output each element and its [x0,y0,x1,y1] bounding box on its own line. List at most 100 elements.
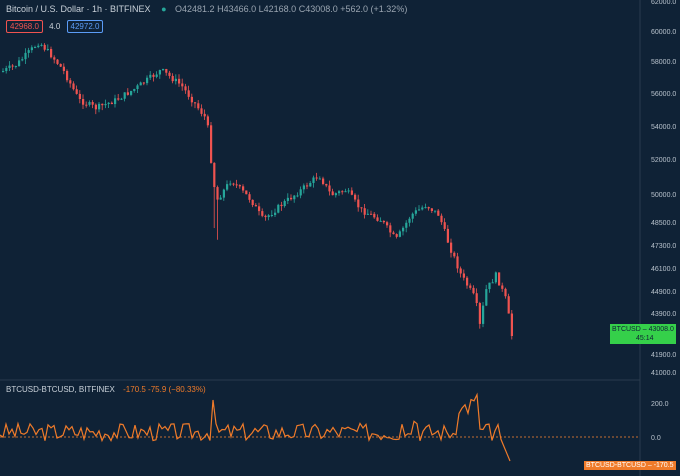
candle-body [162,68,165,71]
countdown-timer: 45:14 [636,335,654,342]
candle-body [133,89,136,91]
candle-body [504,288,507,297]
candle-body [485,289,488,306]
candle-body [155,74,158,77]
candle-body [66,70,69,81]
candle-body [126,92,129,95]
sell-price-button[interactable]: 42968.0 [6,20,43,33]
candle-body [245,190,248,195]
candle-body [136,85,139,90]
price-axis-label: 46100.0 [651,266,676,273]
candle-body [434,210,437,212]
candle-body [88,102,91,105]
order-panel: 42968.0 4.0 42972.0 [6,20,107,33]
candle-body [238,185,241,187]
candle-body [2,71,5,73]
candle-body [130,90,133,95]
candle-body [34,47,37,49]
indicator-value-tag: BTCUSD-BTCUSD – -170.5 [584,461,676,470]
candle-body [437,210,440,216]
candle-body [120,98,123,100]
candle-body [194,102,197,104]
price-axis-label: 62000.0 [651,0,676,6]
candle-body [40,44,43,46]
candle-body [424,207,427,209]
candle-body [312,177,315,183]
indicator-title[interactable]: BTCUSD-BTCUSD, BITFINEX [6,385,115,394]
indicator-axis-label: 200.0 [651,401,669,408]
candle-body [152,74,155,77]
candle-body [56,59,59,64]
candle-body [62,66,65,71]
candle-body [123,92,126,99]
ohlc-change: +562.0 (+1.32%) [340,4,408,14]
candle-body [261,211,264,216]
candle-body [370,213,373,215]
candle-body [248,194,251,200]
price-axis: 62000.0 60000.0 58000.0 56000.0 54000.0 52000… [651,0,676,377]
candle-body [50,49,53,58]
candle-body [219,197,222,200]
candle-body [171,75,174,82]
order-quantity[interactable]: 4.0 [49,22,61,31]
candle-body [482,305,485,324]
candle-body [382,220,385,223]
candle-body [43,44,46,50]
buy-price-button[interactable]: 42972.0 [66,20,104,33]
candle-body [139,82,142,86]
candle-body [309,182,312,187]
candle-body [8,65,11,69]
candlestick-series [2,43,513,340]
candle-body [501,285,504,289]
price-axis-label: 54000.0 [651,124,676,131]
candle-body [213,162,216,188]
candle-body [149,74,152,78]
candle-body [197,103,200,109]
indicator-line [0,392,511,462]
candle-body [290,197,293,200]
candle-body [27,50,30,53]
candle-body [184,86,187,91]
candle-body [251,199,254,206]
last-price-tag: BTCUSD – 43008.0 45:14 [610,324,676,344]
candle-body [350,190,353,195]
candle-body [14,66,17,68]
price-axis-label: 56000.0 [651,91,676,98]
candle-body [331,191,334,196]
candle-body [216,187,219,200]
candle-body [5,68,8,72]
candle-body [53,57,56,60]
price-axis-label: 43900.0 [651,311,676,318]
symbol-title[interactable]: Bitcoin / U.S. Dollar · 1h · BITFINEX [6,4,151,14]
indicator-axis-label: 0.0 [651,435,661,442]
candle-body [494,272,497,283]
candle-body [510,313,513,337]
candle-body [11,65,14,67]
candle-body [85,104,88,106]
candle-body [366,213,369,215]
candle-body [158,70,161,75]
indicator-axis: 200.0 0.0 [651,401,669,442]
candle-body [389,225,392,233]
candle-body [472,287,475,294]
candle-body [117,98,120,100]
candle-body [59,63,62,67]
candle-body [347,190,350,192]
candle-body [165,68,168,73]
candle-body [267,215,270,218]
candle-body [302,185,305,190]
candle-body [328,185,331,192]
candle-body [322,178,325,184]
price-axis-label: 41900.0 [651,352,676,359]
candle-body [498,272,501,286]
candle-body [82,98,85,105]
candle-body [293,195,296,200]
candle-body [418,209,421,211]
candle-body [475,293,478,304]
candle-body [318,178,321,180]
candle-body [414,210,417,214]
candle-body [190,96,193,103]
candle-body [386,222,389,226]
candle-body [357,199,360,208]
